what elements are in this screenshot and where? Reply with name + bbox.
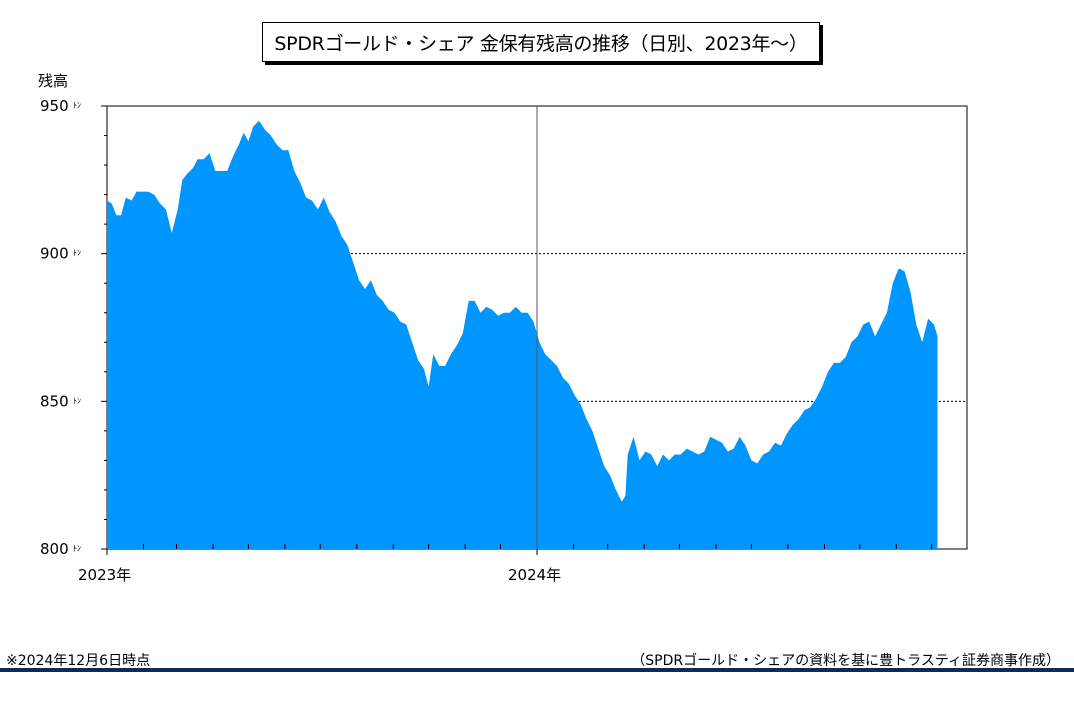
holdings-area (107, 120, 938, 550)
y-tick-label: 800 (40, 540, 69, 558)
source-note: （SPDRゴールド・シェアの資料を基に豊トラスティ証券商事作成） (631, 653, 1060, 669)
y-axis-label: 残高 (38, 72, 69, 90)
y-tick-label: 950 (40, 97, 69, 115)
y-tick-label: 850 (40, 392, 69, 410)
footnote: ※2024年12月6日時点 (6, 653, 151, 669)
y-tick-unit: ﾄﾝ (73, 101, 81, 110)
y-tick-unit: ﾄﾝ (73, 396, 81, 405)
chart-title: SPDRゴールド・シェア 金保有残高の推移（日別、2023年～） (262, 22, 820, 62)
y-axis: 800 ﾄﾝ 850 ﾄﾝ 900 ﾄﾝ 950 ﾄﾝ (40, 97, 107, 558)
x-axis: 2023年 2024年 (78, 544, 933, 584)
y-tick-label: 900 (40, 245, 69, 263)
y-tick-unit: ﾄﾝ (73, 249, 81, 258)
x-tick-label: 2024年 (508, 566, 561, 584)
y-tick-unit: ﾄﾝ (73, 544, 81, 553)
footer-rule (0, 668, 1074, 672)
x-tick-label: 2023年 (78, 566, 131, 584)
